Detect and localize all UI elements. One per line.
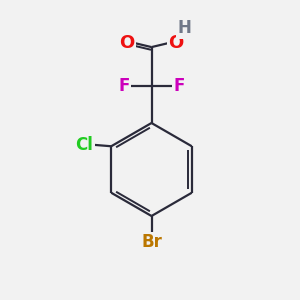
Text: O: O — [169, 34, 184, 52]
Text: Br: Br — [141, 233, 162, 251]
Text: F: F — [118, 76, 130, 94]
Text: O: O — [119, 34, 134, 52]
Text: F: F — [173, 76, 185, 94]
Text: H: H — [178, 19, 191, 37]
Text: Cl: Cl — [75, 136, 93, 154]
